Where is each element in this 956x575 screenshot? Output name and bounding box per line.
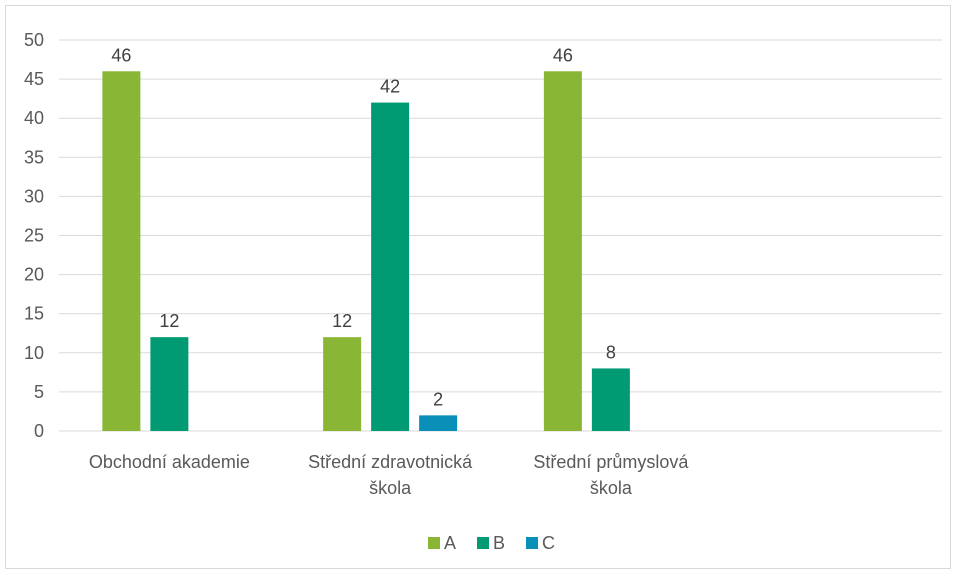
x-category-label: Obchodní akademie (89, 452, 250, 472)
y-tick-label: 0 (34, 421, 44, 441)
y-tick-label: 5 (34, 382, 44, 402)
bar-b (371, 102, 410, 431)
y-tick-label: 35 (24, 147, 44, 167)
bar-b (150, 337, 189, 431)
data-label: 8 (606, 342, 616, 362)
x-category-label: škola (590, 478, 633, 498)
bar-a (543, 71, 582, 431)
legend-label: A (444, 533, 456, 553)
y-tick-label: 30 (24, 186, 44, 206)
y-tick-label: 50 (24, 30, 44, 50)
data-label: 46 (553, 45, 573, 65)
bar-c (419, 415, 458, 431)
y-tick-label: 15 (24, 304, 44, 324)
legend-label: B (493, 533, 505, 553)
y-tick-label: 45 (24, 69, 44, 89)
y-tick-label: 25 (24, 226, 44, 246)
x-category-label: Střední zdravotnická (308, 452, 473, 472)
bar-chart: 0 5 10 15 20 25 30 35 40 45 50 46 12 Obchodní akademi… (24, 30, 942, 553)
bar-a (323, 337, 362, 431)
chart-frame: 0 5 10 15 20 25 30 35 40 45 50 46 12 Obchodní akademi… (5, 5, 951, 569)
bar-a (102, 71, 141, 431)
data-label: 46 (111, 45, 131, 65)
x-category-label: škola (369, 478, 412, 498)
data-label: 12 (159, 311, 179, 331)
y-tick-label: 40 (24, 108, 44, 128)
bar-b (591, 368, 630, 431)
legend-swatch-c (526, 537, 538, 549)
legend-swatch-b (477, 537, 489, 549)
data-label: 42 (380, 77, 400, 97)
data-label: 2 (433, 389, 443, 409)
x-category-label: Střední průmyslová (533, 452, 689, 472)
legend-label: C (542, 533, 555, 553)
y-tick-label: 20 (24, 265, 44, 285)
y-tick-label: 10 (24, 343, 44, 363)
data-label: 12 (332, 311, 352, 331)
legend-swatch-a (428, 537, 440, 549)
